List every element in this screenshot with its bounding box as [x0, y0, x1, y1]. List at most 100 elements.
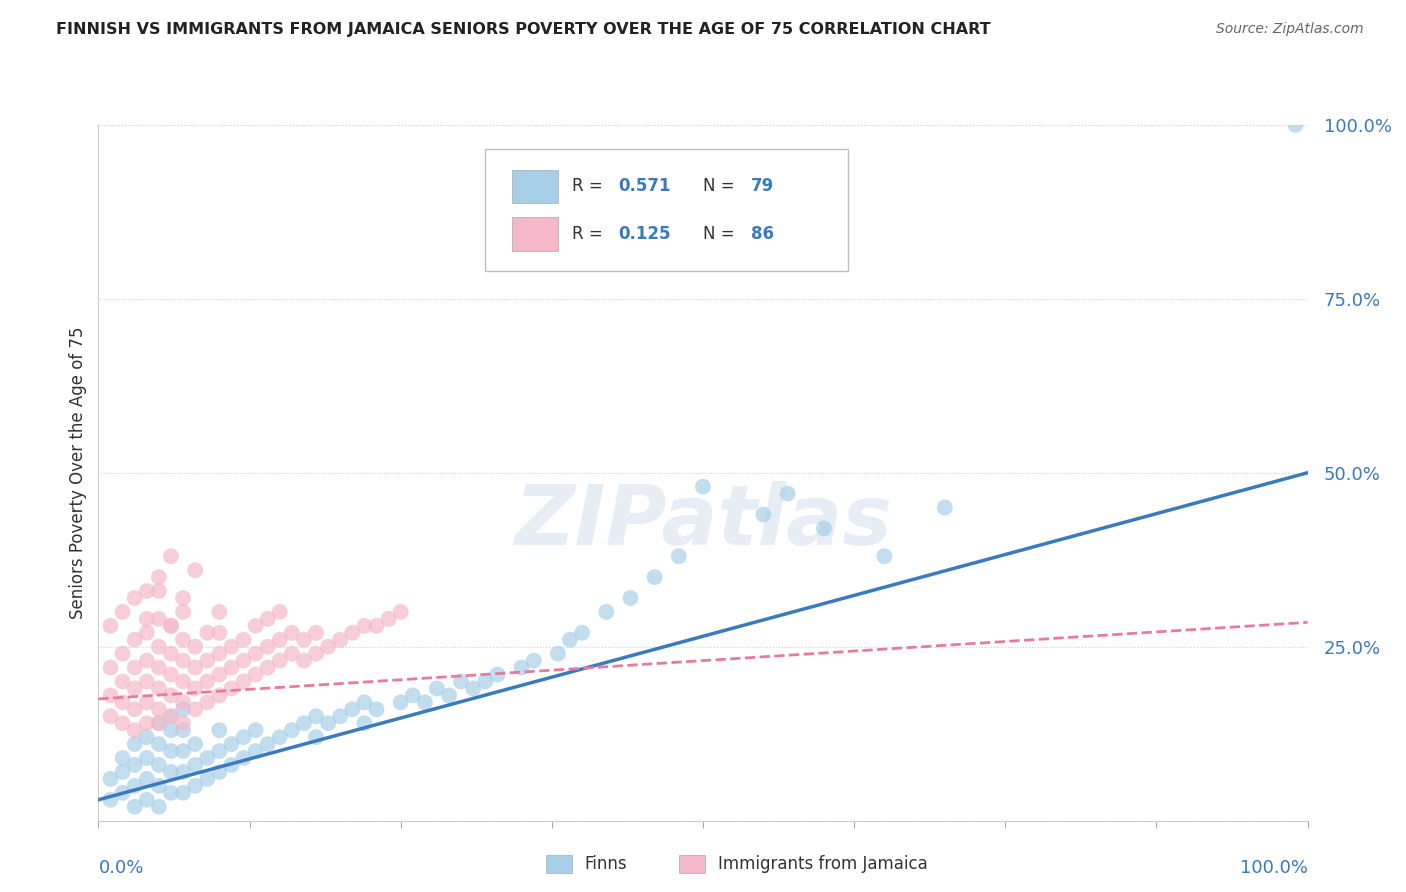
Point: [692, 480, 714, 494]
Point: [245, 647, 267, 661]
Point: [195, 654, 218, 668]
Point: [269, 730, 291, 744]
Bar: [546, 855, 572, 872]
Point: [160, 667, 183, 681]
Point: [305, 709, 328, 723]
Point: [100, 689, 122, 703]
Point: [389, 605, 412, 619]
Point: [413, 695, 436, 709]
Point: [208, 764, 231, 779]
Point: [486, 667, 509, 681]
Point: [256, 737, 278, 751]
Point: [208, 647, 231, 661]
Point: [124, 779, 146, 793]
Point: [124, 681, 146, 696]
Point: [437, 689, 460, 703]
Point: [208, 723, 231, 738]
Point: [256, 640, 278, 654]
Text: N =: N =: [703, 178, 740, 195]
Point: [269, 632, 291, 647]
Point: [148, 716, 170, 731]
Point: [208, 667, 231, 681]
Point: [644, 570, 666, 584]
Point: [668, 549, 690, 564]
Point: [292, 716, 315, 731]
Point: [160, 619, 183, 633]
Point: [148, 702, 170, 716]
Point: [292, 654, 315, 668]
Point: [135, 584, 157, 599]
Point: [172, 591, 194, 605]
Point: [305, 625, 328, 640]
Point: [184, 737, 207, 751]
Point: [148, 681, 170, 696]
Point: [776, 486, 799, 500]
Point: [172, 764, 194, 779]
Point: [160, 647, 183, 661]
Text: 0.571: 0.571: [619, 178, 671, 195]
Point: [160, 709, 183, 723]
Point: [148, 570, 170, 584]
Point: [813, 521, 835, 535]
Point: [269, 654, 291, 668]
Point: [426, 681, 449, 696]
Text: 79: 79: [751, 178, 775, 195]
Point: [195, 695, 218, 709]
Point: [172, 654, 194, 668]
Point: [366, 619, 388, 633]
Point: [232, 730, 254, 744]
Point: [124, 632, 146, 647]
Point: [232, 674, 254, 689]
Point: [100, 709, 122, 723]
Point: [389, 695, 412, 709]
Point: [148, 758, 170, 772]
Text: N =: N =: [703, 225, 740, 243]
Point: [245, 744, 267, 758]
Point: [305, 730, 328, 744]
Text: ZIPatlas: ZIPatlas: [515, 481, 891, 562]
Point: [353, 716, 375, 731]
Point: [148, 640, 170, 654]
Point: [571, 625, 593, 640]
Text: Finns: Finns: [585, 855, 627, 873]
Point: [124, 758, 146, 772]
Point: [366, 702, 388, 716]
Point: [135, 625, 157, 640]
Text: Source: ZipAtlas.com: Source: ZipAtlas.com: [1216, 22, 1364, 37]
Bar: [512, 217, 558, 251]
Point: [232, 654, 254, 668]
Point: [232, 632, 254, 647]
Point: [873, 549, 896, 564]
Point: [184, 563, 207, 577]
Point: [100, 772, 122, 786]
Point: [148, 737, 170, 751]
Point: [245, 667, 267, 681]
Point: [111, 605, 134, 619]
Point: [111, 751, 134, 765]
Text: Immigrants from Jamaica: Immigrants from Jamaica: [717, 855, 928, 873]
Point: [281, 647, 304, 661]
Point: [172, 695, 194, 709]
Point: [474, 674, 496, 689]
Point: [547, 647, 569, 661]
Point: [124, 591, 146, 605]
Point: [172, 723, 194, 738]
Point: [100, 660, 122, 674]
Point: [329, 632, 352, 647]
Point: [558, 632, 581, 647]
Point: [353, 695, 375, 709]
Point: [221, 660, 243, 674]
Point: [100, 619, 122, 633]
Point: [135, 751, 157, 765]
Point: [111, 764, 134, 779]
Point: [172, 632, 194, 647]
Point: [195, 625, 218, 640]
Point: [221, 758, 243, 772]
Point: [221, 737, 243, 751]
Point: [342, 702, 364, 716]
Point: [148, 799, 170, 814]
Point: [111, 674, 134, 689]
Point: [510, 660, 533, 674]
Point: [148, 660, 170, 674]
Point: [1284, 118, 1306, 132]
